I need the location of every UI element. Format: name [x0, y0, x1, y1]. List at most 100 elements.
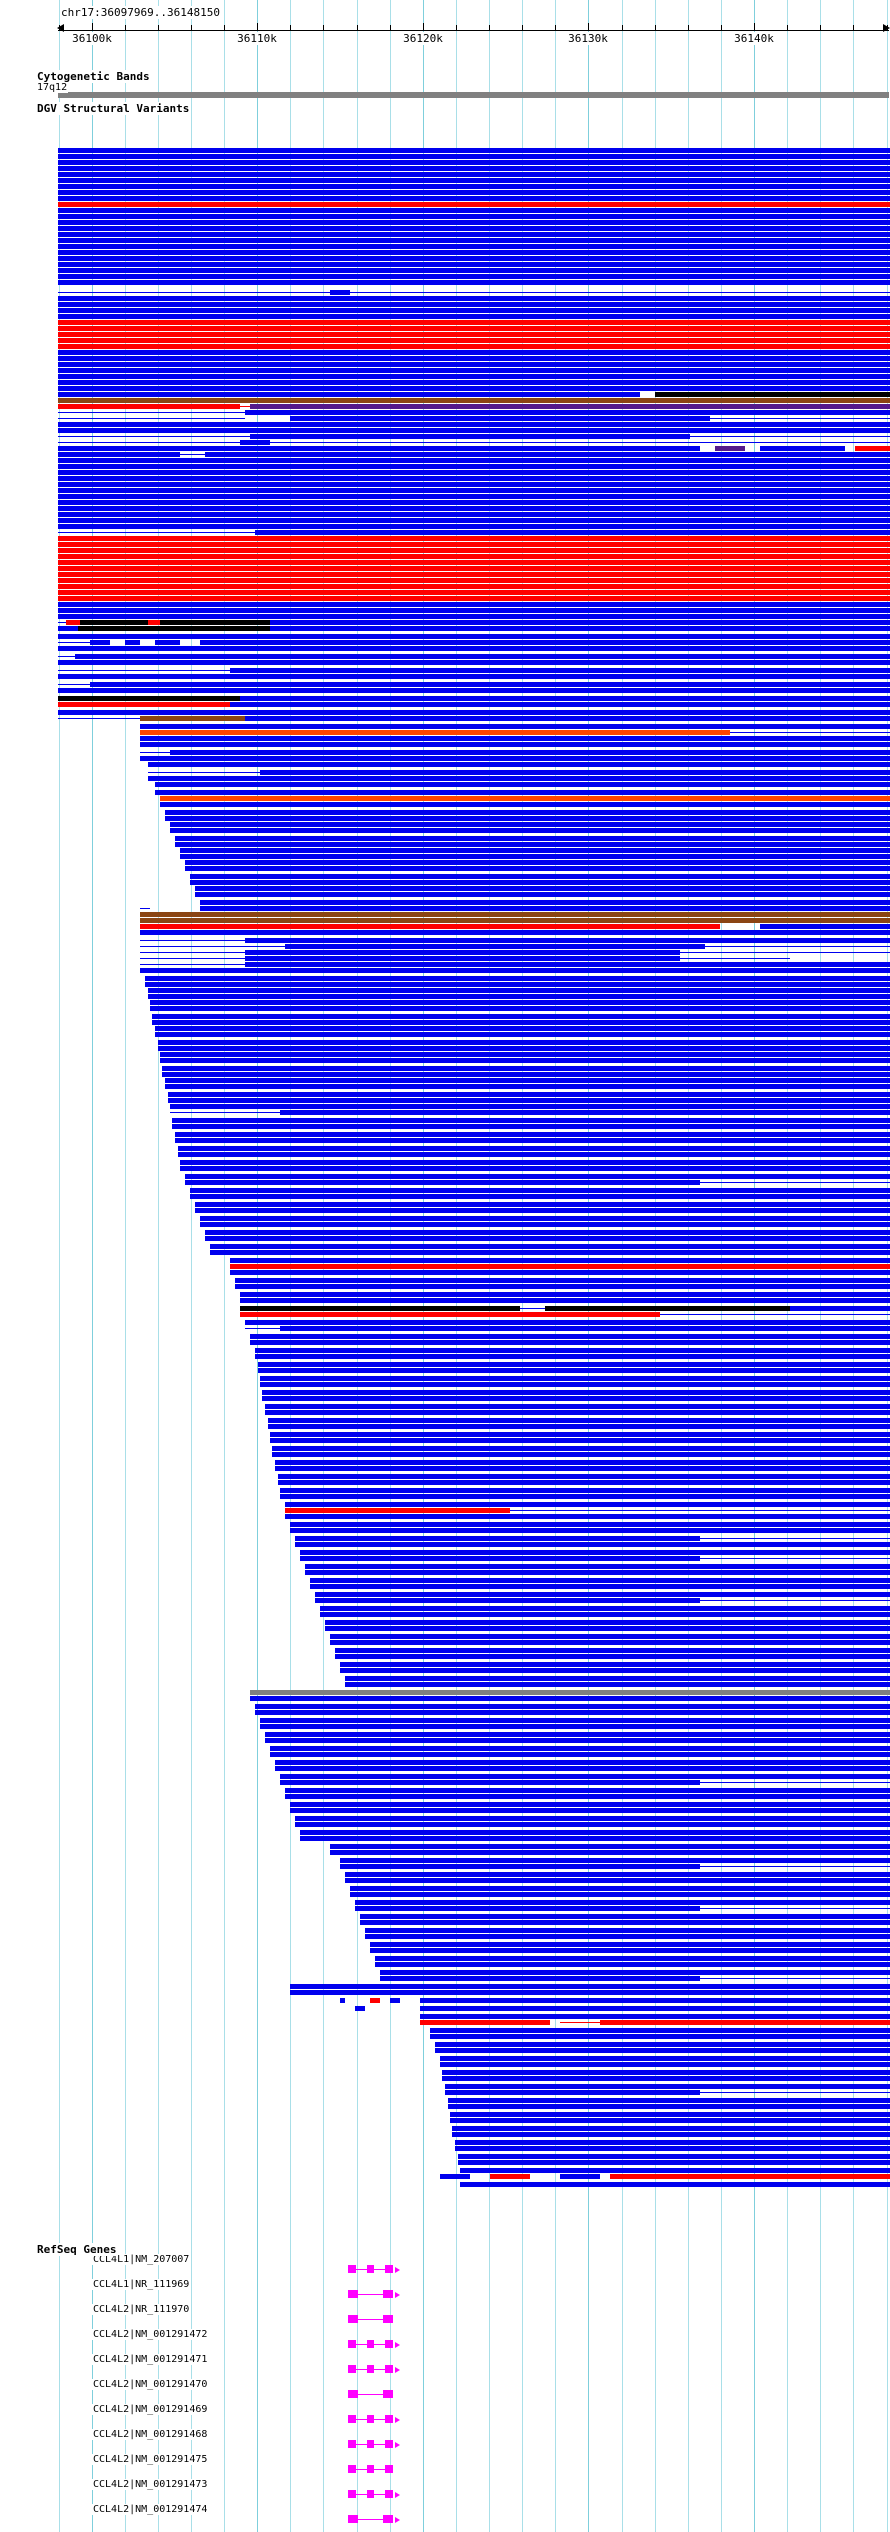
variant-row[interactable] — [0, 470, 890, 475]
variant-segment[interactable] — [452, 2126, 890, 2131]
variant-segment[interactable] — [140, 716, 245, 721]
variant-segment[interactable] — [290, 1984, 890, 1989]
exon-block[interactable] — [348, 2390, 359, 2398]
variant-connector[interactable] — [660, 1314, 890, 1315]
variant-row[interactable] — [0, 1648, 890, 1653]
variant-segment[interactable] — [58, 398, 890, 403]
variant-connector[interactable] — [58, 418, 245, 419]
variant-segment[interactable] — [125, 640, 140, 645]
variant-row[interactable] — [0, 1432, 890, 1437]
variant-row[interactable] — [0, 2048, 890, 2053]
variant-segment[interactable] — [340, 1668, 890, 1673]
variant-row[interactable] — [0, 1118, 890, 1123]
variant-row[interactable] — [0, 166, 890, 171]
variant-segment[interactable] — [270, 626, 890, 631]
variant-segment[interactable] — [440, 1110, 890, 1115]
variant-row[interactable] — [0, 2090, 890, 2095]
variant-segment[interactable] — [440, 2056, 890, 2061]
variant-row[interactable] — [0, 802, 890, 807]
variant-row[interactable] — [0, 874, 890, 879]
variant-row[interactable] — [0, 1278, 890, 1283]
variant-segment[interactable] — [168, 1092, 890, 1097]
variant-row[interactable] — [0, 1606, 890, 1611]
variant-row[interactable] — [0, 2118, 890, 2123]
variant-segment[interactable] — [195, 892, 890, 897]
variant-segment[interactable] — [270, 620, 890, 625]
variant-row[interactable] — [0, 274, 890, 279]
variant-row[interactable] — [0, 1822, 890, 1827]
variant-connector[interactable] — [140, 908, 150, 909]
variant-row[interactable] — [0, 620, 890, 625]
variant-row[interactable] — [0, 1690, 890, 1695]
variant-row[interactable] — [0, 906, 890, 911]
exon-block[interactable] — [385, 2365, 394, 2373]
variant-segment[interactable] — [170, 822, 890, 827]
variant-row[interactable] — [0, 184, 890, 189]
variant-segment[interactable] — [160, 1052, 890, 1057]
variant-row[interactable] — [0, 1438, 890, 1443]
variant-row[interactable] — [0, 2042, 890, 2047]
variant-row[interactable] — [0, 2168, 890, 2173]
variant-segment[interactable] — [200, 1216, 890, 1221]
variant-row[interactable] — [0, 428, 890, 433]
variant-row[interactable] — [0, 994, 890, 999]
variant-row[interactable] — [0, 1654, 890, 1659]
variant-row[interactable] — [0, 860, 890, 865]
variant-segment[interactable] — [260, 1718, 890, 1723]
variant-row[interactable] — [0, 828, 890, 833]
variant-row[interactable] — [0, 912, 890, 917]
variant-row[interactable] — [0, 2028, 890, 2033]
variant-row[interactable] — [0, 1194, 890, 1199]
variant-row[interactable] — [0, 1542, 890, 1547]
variant-segment[interactable] — [258, 1362, 890, 1367]
variant-segment[interactable] — [58, 518, 890, 523]
variant-segment[interactable] — [280, 1488, 890, 1493]
variant-row[interactable] — [0, 1780, 890, 1785]
variant-row[interactable] — [0, 1864, 890, 1869]
variant-segment[interactable] — [855, 446, 890, 451]
variant-connector[interactable] — [58, 670, 230, 671]
variant-row[interactable] — [0, 1244, 890, 1249]
variant-segment[interactable] — [180, 854, 890, 859]
variant-row[interactable] — [0, 1138, 890, 1143]
variant-segment[interactable] — [155, 782, 890, 787]
variant-row[interactable] — [0, 232, 890, 237]
variant-segment[interactable] — [150, 1000, 890, 1005]
variant-segment[interactable] — [58, 554, 890, 559]
variant-row[interactable] — [0, 280, 890, 285]
variant-row[interactable] — [0, 976, 890, 981]
variant-row[interactable] — [0, 506, 890, 511]
variant-connector[interactable] — [700, 1978, 890, 1979]
variant-segment[interactable] — [300, 1836, 890, 1841]
variant-row[interactable] — [0, 404, 890, 409]
variant-row[interactable] — [0, 320, 890, 325]
variant-segment[interactable] — [245, 962, 890, 967]
variant-segment[interactable] — [380, 1970, 890, 1975]
variant-row[interactable] — [0, 2174, 890, 2179]
variant-row[interactable] — [0, 1376, 890, 1381]
variant-row[interactable] — [0, 1942, 890, 1947]
variant-segment[interactable] — [162, 1072, 890, 1077]
variant-segment[interactable] — [258, 1368, 890, 1373]
variant-segment[interactable] — [458, 2160, 890, 2165]
variant-segment[interactable] — [295, 1542, 890, 1547]
variant-segment[interactable] — [278, 1480, 890, 1485]
variant-segment[interactable] — [310, 1584, 890, 1589]
variant-segment[interactable] — [90, 640, 110, 645]
variant-row[interactable] — [0, 1564, 890, 1569]
variant-segment[interactable] — [285, 1788, 890, 1793]
variant-row[interactable] — [0, 190, 890, 195]
variant-row[interactable] — [0, 1976, 890, 1981]
variant-row[interactable] — [0, 1222, 890, 1227]
variant-row[interactable] — [0, 1474, 890, 1479]
variant-segment[interactable] — [140, 742, 890, 747]
variant-row[interactable] — [0, 1802, 890, 1807]
variant-row[interactable] — [0, 314, 890, 319]
variant-row[interactable] — [0, 1570, 890, 1575]
variant-row[interactable] — [0, 1682, 890, 1687]
variant-row[interactable] — [0, 608, 890, 613]
variant-row[interactable] — [0, 290, 890, 295]
variant-row[interactable] — [0, 2006, 890, 2011]
variant-segment[interactable] — [245, 950, 680, 955]
variant-row[interactable] — [0, 1514, 890, 1519]
